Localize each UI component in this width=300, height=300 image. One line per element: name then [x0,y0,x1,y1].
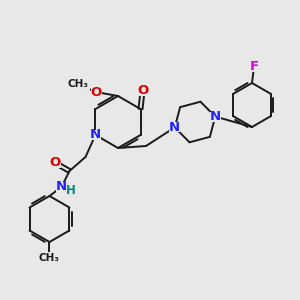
Text: CH₃: CH₃ [68,79,88,89]
FancyBboxPatch shape [91,87,101,97]
Text: N: N [56,181,67,194]
Text: F: F [249,61,259,74]
Text: O: O [90,85,102,98]
FancyBboxPatch shape [249,62,259,72]
Text: N: N [210,110,221,123]
FancyBboxPatch shape [137,86,148,96]
Text: N: N [169,121,180,134]
FancyBboxPatch shape [56,182,67,192]
Text: N: N [90,128,101,142]
Text: O: O [137,85,148,98]
FancyBboxPatch shape [210,112,221,122]
FancyBboxPatch shape [50,158,61,168]
FancyBboxPatch shape [90,130,101,140]
FancyBboxPatch shape [169,122,180,132]
Text: H: H [65,184,75,196]
Text: CH₃: CH₃ [39,253,60,263]
Text: O: O [50,157,61,169]
